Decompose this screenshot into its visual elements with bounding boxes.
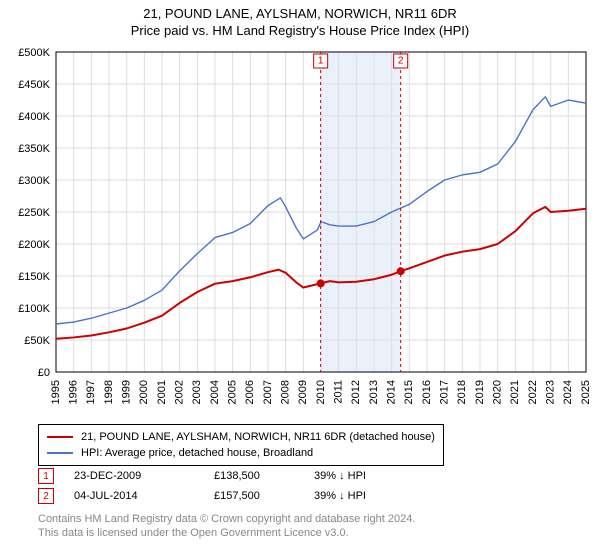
svg-text:1996: 1996 — [68, 380, 80, 404]
table-row: 1 23-DEC-2009 £138,500 39% ↓ HPI — [38, 466, 434, 486]
svg-text:1: 1 — [318, 56, 324, 67]
svg-text:2016: 2016 — [421, 380, 433, 404]
svg-text:2023: 2023 — [545, 380, 557, 404]
legend-item: 21, POUND LANE, AYLSHAM, NORWICH, NR11 6… — [47, 429, 435, 445]
page-title-line1: 21, POUND LANE, AYLSHAM, NORWICH, NR11 6… — [0, 6, 600, 21]
svg-text:£100K: £100K — [18, 303, 50, 315]
svg-text:2002: 2002 — [174, 380, 186, 404]
table-row: 2 04-JUL-2014 £157,500 39% ↓ HPI — [38, 486, 434, 506]
sale-date: 23-DEC-2009 — [74, 470, 214, 482]
svg-text:1998: 1998 — [103, 380, 115, 404]
svg-text:2018: 2018 — [456, 380, 468, 404]
marker-badge: 1 — [38, 468, 54, 484]
svg-text:1995: 1995 — [50, 380, 62, 404]
svg-text:1997: 1997 — [85, 380, 97, 404]
svg-text:2011: 2011 — [333, 380, 345, 404]
svg-text:2009: 2009 — [297, 380, 309, 404]
price-chart: £0 £50K £100K £150K £200K £250K £300K £350K £400… — [10, 44, 590, 414]
svg-text:£450K: £450K — [18, 79, 50, 91]
svg-text:2004: 2004 — [209, 380, 221, 404]
credits: Contains HM Land Registry data © Crown c… — [38, 512, 588, 540]
svg-text:£50K: £50K — [24, 335, 50, 347]
svg-text:2021: 2021 — [509, 380, 521, 404]
svg-text:2012: 2012 — [350, 380, 362, 404]
svg-text:£500K: £500K — [18, 47, 50, 59]
svg-text:2019: 2019 — [474, 380, 486, 404]
svg-text:2017: 2017 — [439, 380, 451, 404]
credits-line: This data is licensed under the Open Gov… — [38, 526, 588, 540]
svg-text:2020: 2020 — [492, 380, 504, 404]
svg-text:2006: 2006 — [244, 380, 256, 404]
svg-text:2024: 2024 — [562, 380, 574, 404]
svg-text:2015: 2015 — [403, 380, 415, 404]
svg-text:2003: 2003 — [191, 380, 203, 404]
svg-text:£300K: £300K — [18, 175, 50, 187]
svg-text:2000: 2000 — [138, 380, 150, 404]
svg-text:2005: 2005 — [227, 380, 239, 404]
svg-text:£200K: £200K — [18, 239, 50, 251]
svg-text:2025: 2025 — [580, 380, 590, 404]
legend: 21, POUND LANE, AYLSHAM, NORWICH, NR11 6… — [38, 424, 444, 466]
svg-text:2008: 2008 — [280, 380, 292, 404]
svg-text:£150K: £150K — [18, 271, 50, 283]
svg-text:2: 2 — [398, 56, 404, 67]
svg-text:£250K: £250K — [18, 207, 50, 219]
marker-badge: 2 — [38, 488, 54, 504]
sales-markers-table: 1 23-DEC-2009 £138,500 39% ↓ HPI 2 04-JU… — [38, 466, 434, 506]
svg-text:2001: 2001 — [156, 380, 168, 404]
legend-label: HPI: Average price, detached house, Broa… — [81, 445, 313, 461]
svg-text:£400K: £400K — [18, 111, 50, 123]
sale-hpi: 39% ↓ HPI — [314, 490, 434, 502]
sale-date: 04-JUL-2014 — [74, 490, 214, 502]
legend-item: HPI: Average price, detached house, Broa… — [47, 445, 435, 461]
svg-text:2007: 2007 — [262, 380, 274, 404]
legend-label: 21, POUND LANE, AYLSHAM, NORWICH, NR11 6… — [81, 429, 435, 445]
sale-price: £157,500 — [214, 490, 314, 502]
svg-text:2022: 2022 — [527, 380, 539, 404]
credits-line: Contains HM Land Registry data © Crown c… — [38, 512, 588, 526]
svg-text:2013: 2013 — [368, 380, 380, 404]
svg-text:£350K: £350K — [18, 143, 50, 155]
sale-hpi: 39% ↓ HPI — [314, 470, 434, 482]
page-title-line2: Price paid vs. HM Land Registry's House … — [0, 23, 600, 38]
svg-text:2014: 2014 — [386, 380, 398, 404]
svg-text:£0: £0 — [38, 367, 50, 379]
sale-price: £138,500 — [214, 470, 314, 482]
svg-text:1999: 1999 — [121, 380, 133, 404]
svg-text:2010: 2010 — [315, 380, 327, 404]
